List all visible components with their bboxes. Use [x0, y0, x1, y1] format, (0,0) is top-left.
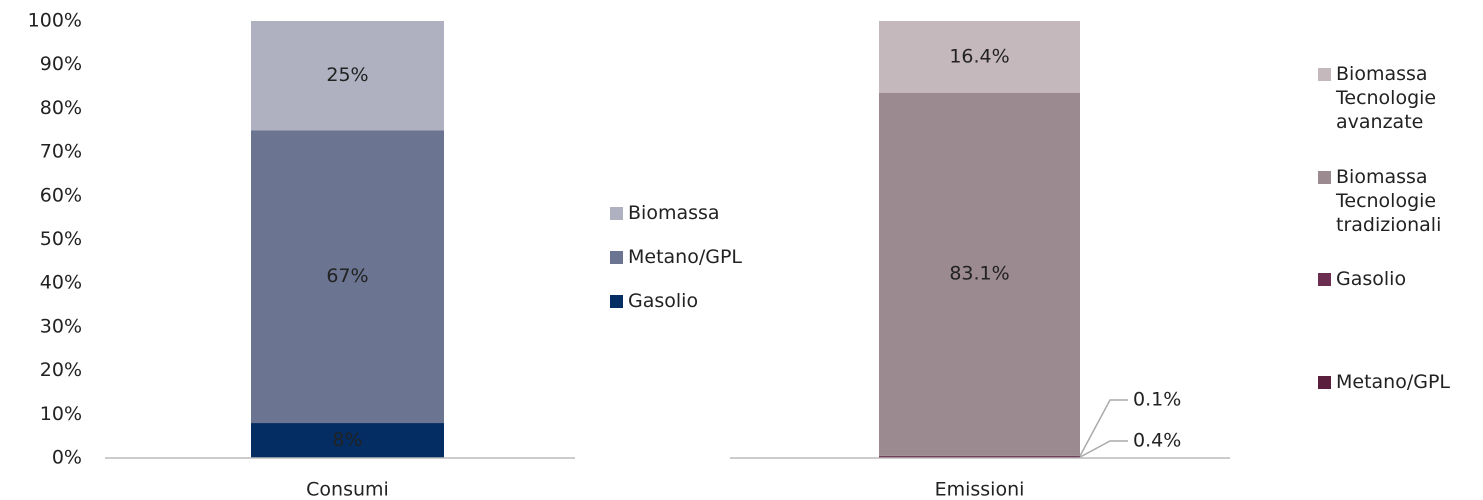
y-tick-label: 0%	[52, 447, 82, 469]
y-tick-label: 70%	[40, 141, 82, 163]
data-label: 25%	[326, 64, 368, 86]
legend-entry: Metano/GPL	[1318, 370, 1481, 394]
data-label: 83.1%	[949, 263, 1009, 285]
legend-label: Biomassa Tecnologie tradizionali	[1336, 166, 1442, 236]
legend-swatch	[1318, 68, 1331, 81]
legend-swatch	[610, 251, 623, 264]
data-label: 16.4%	[949, 45, 1009, 67]
x-tick-label: Emissioni	[935, 479, 1025, 500]
bar-segment	[251, 423, 444, 458]
legend-swatch	[1318, 273, 1331, 286]
legend-label: Gasolio	[628, 290, 699, 312]
legend-entry: Biomassa	[610, 201, 808, 225]
legend-swatch	[1318, 171, 1331, 184]
y-tick-label: 50%	[40, 228, 82, 250]
data-label: 67%	[326, 265, 368, 287]
legend-entry: Biomassa Tecnologie tradizionali	[1318, 165, 1481, 237]
leader-line	[1079, 399, 1128, 457]
y-tick-label: 40%	[40, 272, 82, 294]
legend-entry: Metano/GPL	[610, 245, 808, 269]
legend-label: Biomassa Tecnologie avanzate	[1336, 63, 1437, 133]
y-tick-label: 20%	[40, 359, 82, 381]
y-tick-label: 60%	[40, 184, 82, 206]
y-tick-label: 80%	[40, 97, 82, 119]
data-label: 8%	[332, 429, 362, 451]
data-label: 0.1%	[1133, 389, 1181, 411]
bar-segment	[879, 92, 1080, 456]
bar-segment	[251, 130, 444, 424]
x-tick-label: Consumi	[306, 479, 389, 500]
legend-entry: Gasolio	[1318, 267, 1481, 291]
y-tick-label: 10%	[40, 403, 82, 425]
legend-label: Metano/GPL	[1336, 371, 1451, 393]
legend-swatch	[1318, 376, 1331, 389]
legend-entry: Biomassa Tecnologie avanzate	[1318, 62, 1481, 134]
legend-label: Biomassa	[628, 202, 720, 224]
legend-label: Metano/GPL	[628, 246, 743, 268]
legend-entry: Gasolio	[610, 289, 808, 313]
leader-line	[1079, 440, 1128, 458]
y-tick-label: 90%	[40, 53, 82, 75]
data-label: 0.4%	[1133, 430, 1181, 452]
bar-segment	[251, 21, 444, 131]
bar-segment	[879, 456, 1080, 458]
legend-label: Gasolio	[1336, 268, 1407, 290]
bar-segment	[879, 21, 1080, 93]
legend-swatch	[610, 207, 623, 220]
y-tick-label: 100%	[28, 10, 82, 32]
legend-swatch	[610, 295, 623, 308]
y-tick-label: 30%	[40, 315, 82, 337]
